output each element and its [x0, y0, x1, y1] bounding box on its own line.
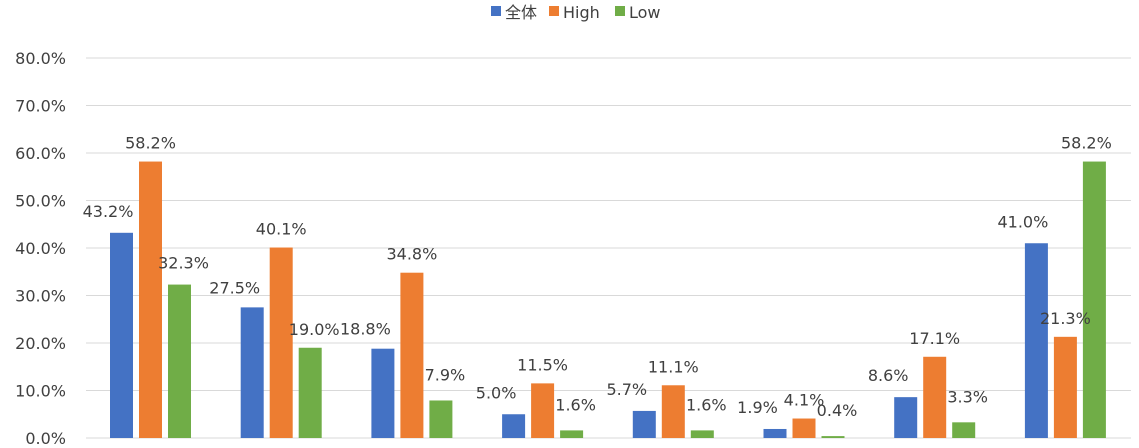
bar-total: [632, 410, 656, 438]
bar-high: [792, 418, 816, 438]
data-label: 0.4%: [817, 401, 858, 420]
y-tick-label: 20.0%: [15, 334, 66, 353]
data-label: 34.8%: [386, 245, 437, 264]
y-tick-label: 60.0%: [15, 144, 66, 163]
legend: 全体 High Low: [491, 3, 661, 22]
data-label: 21.3%: [1040, 309, 1091, 328]
bar-low: [298, 347, 322, 438]
data-label: 43.2%: [83, 202, 134, 221]
data-label: 1.6%: [686, 395, 727, 414]
data-label: 32.3%: [158, 254, 209, 273]
data-label: 11.5%: [517, 355, 568, 374]
data-label: 19.0%: [289, 320, 340, 339]
y-tick-label: 30.0%: [15, 287, 66, 306]
legend-swatch: [491, 6, 501, 16]
legend-label: 全体: [505, 3, 537, 22]
bar-high: [269, 247, 293, 438]
legend-label: Low: [629, 3, 661, 22]
bar-low: [1082, 161, 1106, 439]
y-tick-label: 70.0%: [15, 97, 66, 116]
bar-low: [821, 436, 845, 438]
legend-swatch: [615, 6, 625, 16]
bar-total: [763, 428, 787, 438]
bar-high: [923, 356, 947, 438]
data-label: 17.1%: [909, 329, 960, 348]
y-tick-label: 10.0%: [15, 382, 66, 401]
y-tick-label: 80.0%: [15, 49, 66, 68]
bar-high: [661, 385, 685, 438]
data-label: 1.9%: [737, 398, 778, 417]
bar-total: [240, 307, 264, 438]
legend-swatch: [549, 6, 559, 16]
bar-low: [429, 400, 453, 438]
bar-low: [952, 422, 976, 438]
bar-total: [502, 414, 526, 438]
data-label: 8.6%: [868, 366, 909, 385]
bar-high: [1053, 336, 1077, 438]
data-label: 18.8%: [340, 320, 391, 339]
data-label: 5.0%: [476, 383, 517, 402]
bar-total: [371, 348, 395, 438]
bar-total: [894, 397, 918, 438]
y-tick-label: 0.0%: [25, 429, 66, 448]
legend-label: High: [563, 3, 600, 22]
data-label: 58.2%: [125, 134, 176, 153]
data-label: 4.1%: [784, 391, 825, 410]
data-label: 1.6%: [555, 395, 596, 414]
data-labels: 43.2% 58.2% 32.3%27.5% 40.1% 19.0% 18.8% 34.8%…: [83, 134, 1112, 421]
y-tick-label: 40.0%: [15, 239, 66, 258]
bar-total: [1024, 243, 1048, 438]
y-axis-tick-labels: 0.0% 10.0% 20.0% 30.0% 40.0% 50.0% 60.0% 70.0% 8…: [15, 49, 66, 448]
bar-total: [110, 232, 133, 438]
bars: [110, 161, 1106, 439]
data-label: 58.2%: [1061, 134, 1112, 153]
bar-low: [560, 430, 584, 438]
bar-low: [690, 430, 714, 438]
bar-high: [531, 383, 555, 438]
data-label: 7.9%: [425, 365, 466, 384]
bar-high: [139, 161, 162, 439]
data-label: 40.1%: [256, 220, 307, 239]
bar-high: [400, 272, 424, 438]
bar-low: [168, 284, 191, 438]
y-tick-label: 50.0%: [15, 192, 66, 211]
data-label: 11.1%: [648, 357, 699, 376]
data-label: 5.7%: [606, 380, 647, 399]
data-label: 41.0%: [997, 212, 1048, 231]
data-label: 27.5%: [209, 278, 260, 297]
data-label: 3.3%: [947, 387, 988, 406]
